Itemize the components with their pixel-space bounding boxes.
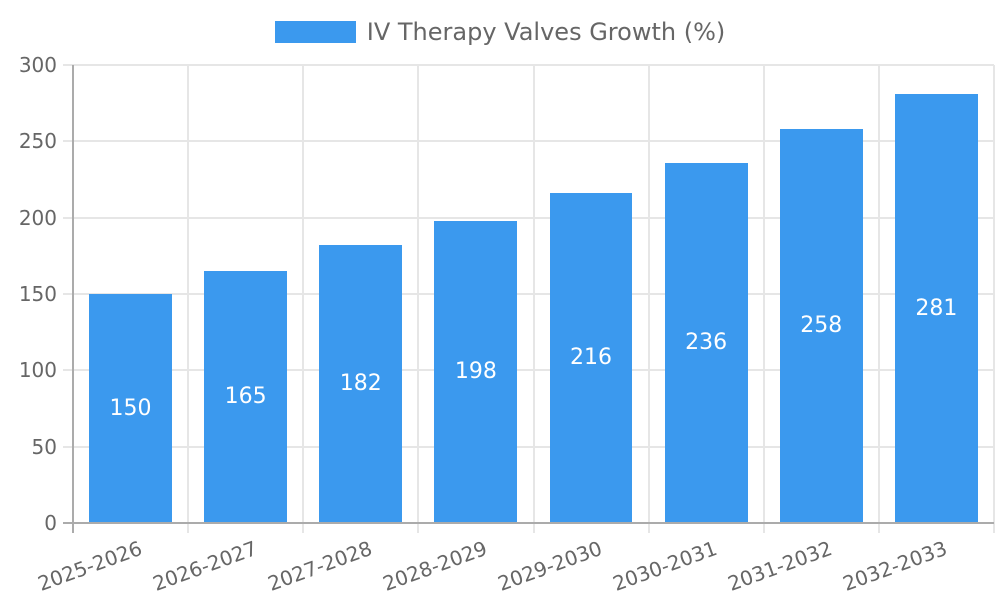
x-axis-tick: [647, 523, 650, 533]
x-tick-label: 2032-2033: [839, 536, 951, 596]
x-axis-tick: [532, 523, 535, 533]
x-tick-label: 2030-2031: [609, 536, 721, 596]
bar[interactable]: [549, 193, 633, 522]
bar-value-label: 216: [570, 345, 613, 371]
bar[interactable]: [779, 129, 863, 522]
legend-label: IV Therapy Valves Growth (%): [366, 18, 726, 46]
bar-value-label: 258: [800, 313, 843, 339]
bar-value-label: 198: [454, 358, 497, 384]
x-gridline: [302, 65, 305, 523]
x-axis-tick: [417, 523, 420, 533]
y-axis-tick: [63, 445, 73, 448]
y-axis-tick: [63, 140, 73, 143]
x-axis-tick: [877, 523, 880, 533]
x-axis-line: [63, 522, 994, 524]
x-gridline: [187, 65, 190, 523]
bar-value-label: 182: [339, 371, 382, 397]
x-gridline: [762, 65, 765, 523]
x-gridline: [417, 65, 420, 523]
bar[interactable]: [894, 94, 978, 522]
x-axis-tick: [762, 523, 765, 533]
y-tick-label: 0: [44, 511, 57, 535]
x-tick-label: 2028-2029: [379, 536, 491, 596]
y-tick-label: 300: [18, 53, 57, 77]
y-axis-tick: [63, 293, 73, 295]
y-tick-label: 250: [18, 129, 57, 154]
x-axis-tick: [187, 523, 190, 533]
bar[interactable]: [204, 271, 288, 522]
x-tick-label: 2025-2026: [34, 536, 145, 596]
bar[interactable]: [434, 220, 518, 522]
y-tick-label: 200: [18, 205, 57, 230]
x-gridline: [877, 65, 880, 523]
x-axis-tick: [302, 523, 305, 533]
y-axis-tick: [63, 216, 73, 219]
x-gridline: [647, 65, 650, 523]
y-tick-label: 50: [31, 434, 57, 459]
y-tick-label: 100: [18, 358, 57, 383]
x-tick-label: 2029-2030: [494, 536, 606, 596]
x-axis-tick: [993, 523, 995, 533]
bar-value-label: 236: [685, 329, 728, 355]
y-axis-tick: [63, 369, 73, 372]
bar[interactable]: [319, 245, 403, 522]
y-axis-tick: [63, 64, 73, 66]
bar[interactable]: [664, 162, 748, 522]
legend-color-swatch: [274, 21, 356, 43]
x-gridline: [993, 65, 995, 523]
bar[interactable]: [89, 294, 172, 522]
y-axis-line: [72, 65, 74, 533]
x-gridline: [532, 65, 535, 523]
bar-value-label: 150: [109, 395, 152, 421]
bar-value-label: 165: [224, 384, 267, 410]
chart-legend[interactable]: IV Therapy Valves Growth (%): [0, 18, 1000, 46]
y-tick-label: 150: [18, 282, 57, 306]
x-tick-label: 2031-2032: [724, 536, 836, 596]
x-tick-label: 2026-2027: [149, 536, 260, 596]
bar-value-label: 281: [915, 295, 958, 321]
x-tick-label: 2027-2028: [264, 536, 376, 596]
